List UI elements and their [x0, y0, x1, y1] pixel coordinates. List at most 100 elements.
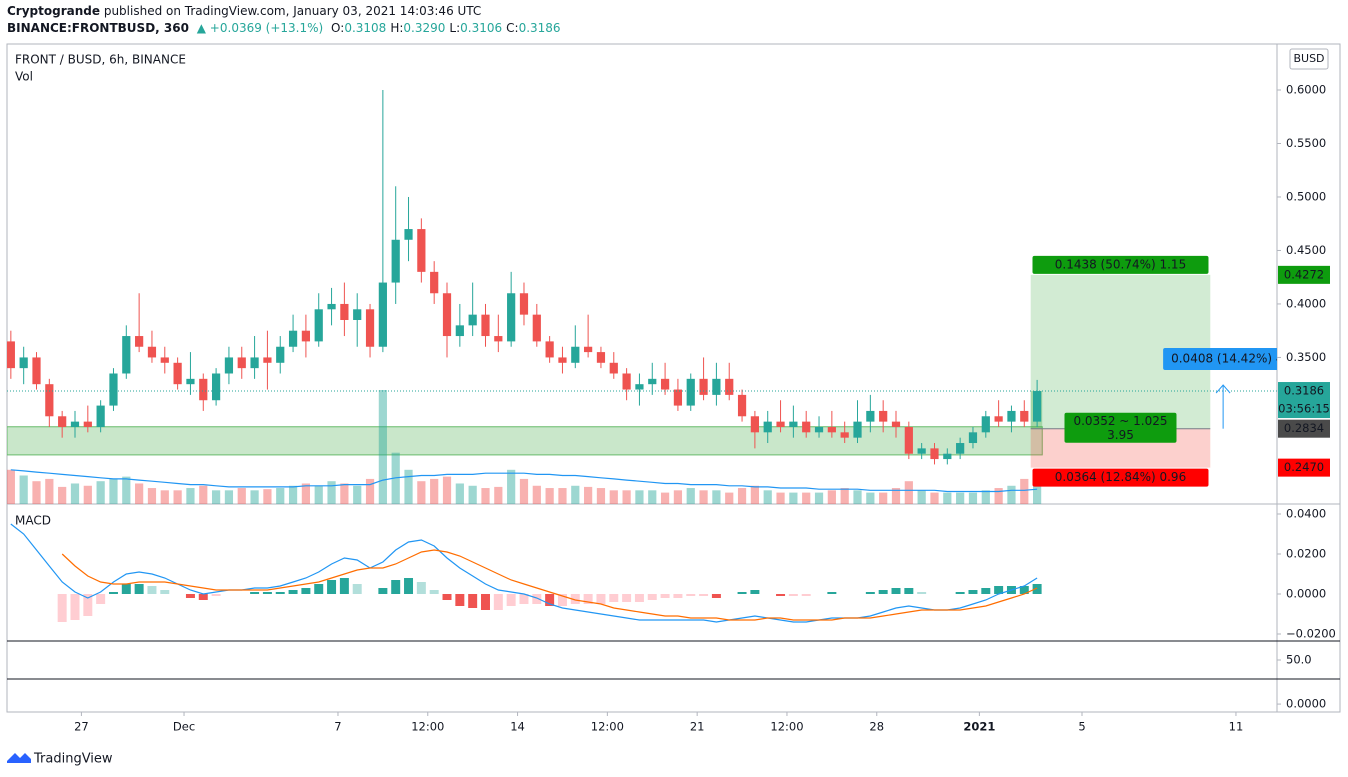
macd-histogram-bar: [429, 590, 439, 594]
x-tick-label: 28: [869, 720, 884, 734]
volume-bar: [468, 485, 477, 504]
target-price-tag-box: [1278, 265, 1330, 284]
target-price-tag: 0.4272: [1284, 267, 1324, 281]
volume-bar: [147, 488, 157, 504]
candle-body: [96, 405, 105, 427]
candle-body: [135, 336, 144, 347]
volume-bar: [7, 469, 15, 504]
volume-bar: [160, 490, 169, 504]
macd-histogram-bar: [70, 594, 80, 620]
y-tick-label: 0.0000: [1286, 587, 1326, 601]
volume-bar: [199, 485, 208, 504]
volume-bar: [763, 490, 772, 504]
candle-body: [45, 384, 54, 417]
macd-histogram-bar: [994, 586, 1004, 594]
volume-bar: [660, 492, 670, 504]
macd-histogram-bar: [468, 594, 478, 608]
candle-body: [340, 303, 349, 320]
candle-body: [455, 325, 464, 337]
volume-bar: [789, 492, 798, 504]
ohlc-key: O:: [331, 21, 345, 35]
candle-body: [879, 410, 888, 422]
volume-bar: [455, 483, 464, 504]
candle-body: [532, 314, 541, 342]
volume-bar: [737, 488, 747, 504]
last-price-tag-box: [1278, 382, 1330, 419]
candle-body: [609, 362, 618, 374]
stop-price-tag-box: [1278, 458, 1330, 477]
y-tick-label: 0.6000: [1286, 83, 1326, 97]
volume-bar: [814, 492, 824, 504]
candle-body: [391, 239, 400, 283]
volume-bar: [250, 490, 259, 504]
volume-bar: [519, 478, 529, 504]
volume-bar: [276, 488, 285, 504]
macd-histogram-bar: [699, 594, 709, 596]
macd-histogram-bar: [660, 594, 670, 598]
candle-body: [699, 378, 708, 395]
macd-histogram-bar: [917, 592, 927, 594]
macd-line: [10, 523, 1038, 623]
volume-bar: [840, 488, 849, 504]
macd-histogram-bar: [801, 594, 811, 596]
candle-body: [199, 378, 208, 401]
tradingview-logo: [7, 753, 31, 763]
volume-bar: [673, 490, 683, 504]
target-label: 0.1438 (50.74%) 1.15: [1055, 257, 1186, 271]
candle-body: [19, 357, 28, 369]
candle-body: [507, 293, 516, 342]
stop-price-tag: 0.2470: [1284, 460, 1324, 474]
macd-histogram-bar: [583, 594, 593, 604]
macd-histogram-bar: [776, 594, 786, 596]
footer-brand: TradingView: [33, 752, 113, 767]
y-tick-label: 0.3500: [1286, 350, 1326, 364]
candle-body: [750, 416, 759, 433]
candle-body: [147, 346, 157, 358]
volume-bar: [32, 481, 41, 504]
volume-bar: [186, 488, 195, 504]
candle-body: [481, 314, 490, 337]
currency-label[interactable]: BUSD: [1293, 52, 1324, 65]
volume-bar: [596, 488, 606, 504]
volume-bar: [430, 478, 439, 504]
candle-body: [494, 336, 503, 342]
macd-histogram-bar: [185, 594, 195, 598]
candle-body: [904, 426, 913, 454]
x-tick-label: 5: [1078, 720, 1085, 734]
currency-button[interactable]: [1289, 48, 1329, 70]
macd-histogram-bar: [865, 592, 875, 594]
ohlc-value: 0.3186: [518, 21, 561, 35]
volume-bar: [827, 490, 836, 504]
candle-body: [301, 330, 311, 342]
volume-bar: [571, 485, 580, 504]
macd-histogram-bar: [327, 580, 337, 594]
macd-histogram-bar: [737, 592, 747, 594]
volume-bar: [545, 488, 554, 504]
measure-label-box: [1163, 348, 1277, 371]
main-pane: 0.0408 (14.42%) 408: [7, 90, 1277, 504]
volume-bar: [956, 492, 965, 504]
frame: [6, 43, 1341, 713]
volume-bar: [70, 483, 80, 504]
header-line: Cryptogrande published on TradingView.co…: [7, 4, 485, 18]
macd-histogram-bar: [955, 592, 965, 594]
macd-histogram-bar: [647, 594, 657, 600]
candle-body: [519, 293, 529, 315]
candle-body: [109, 373, 118, 406]
macd-histogram-bar: [250, 592, 260, 594]
y-tick-label: 0.4500: [1286, 243, 1326, 257]
volume-bar: [494, 486, 503, 504]
candle-body: [853, 421, 862, 438]
x-tick-label: 12:00: [411, 720, 444, 734]
stop-label-box: [1032, 468, 1209, 487]
macd-histogram-bar: [891, 588, 901, 594]
candle-body: [545, 341, 554, 358]
macd-histogram-bar: [711, 594, 721, 598]
volume-bar: [917, 490, 926, 504]
candle-body: [802, 421, 811, 433]
candle-body: [327, 303, 336, 310]
volume-bar: [891, 488, 901, 504]
volume-bar: [853, 490, 862, 504]
x-tick-label: 14: [510, 720, 525, 734]
